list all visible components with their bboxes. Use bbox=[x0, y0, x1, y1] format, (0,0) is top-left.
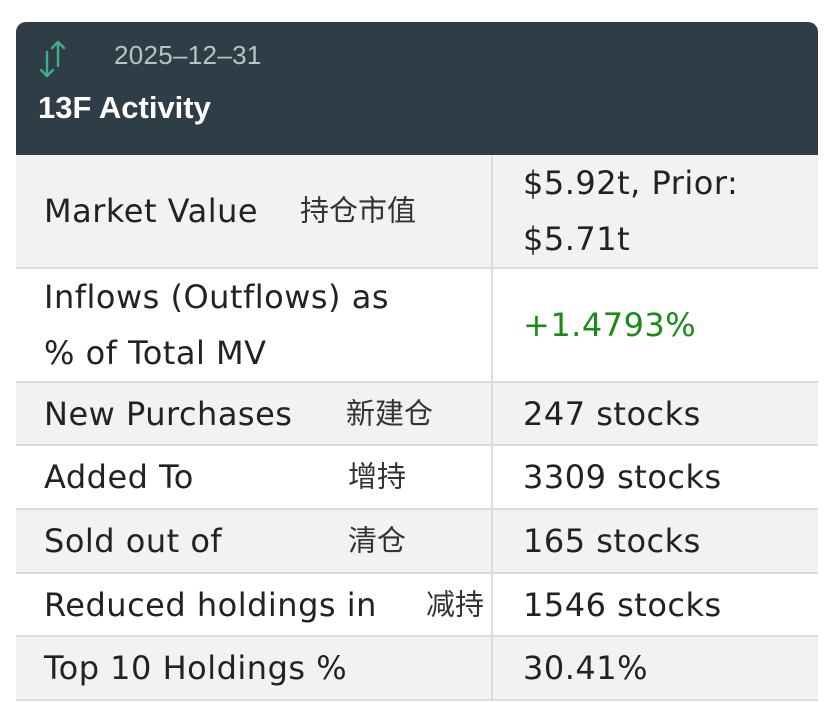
activity-card: 2025–12–31 13F Activity Market Value 持仓市… bbox=[16, 22, 818, 702]
row-label-cell: Reduced holdings in 减持 bbox=[16, 573, 493, 637]
row-label-line1: Inflows (Outflows) as bbox=[44, 278, 389, 316]
row-label: Sold out of bbox=[44, 522, 223, 560]
row-value-cell: 1546 stocks bbox=[492, 573, 818, 637]
row-label-cn: 增持 bbox=[348, 459, 407, 494]
row-value-cell: $5.92t, Prior: $5.71t bbox=[492, 155, 818, 269]
table-row: Reduced holdings in 减持 1546 stocks bbox=[16, 573, 818, 637]
row-label-cn: 新建仓 bbox=[346, 396, 434, 430]
row-label-cell: Sold out of 清仓 bbox=[16, 509, 493, 574]
inflow-percent-value: +1.4793% bbox=[523, 306, 697, 344]
row-value-cell: 3309 stocks bbox=[492, 445, 818, 510]
report-date: 2025–12–31 bbox=[114, 40, 262, 70]
row-label-cn: 持仓市值 bbox=[300, 193, 417, 228]
row-value-line2: $5.71t bbox=[523, 220, 631, 258]
row-value-cell: 30.41% bbox=[492, 636, 818, 701]
row-value-cell: +1.4793% bbox=[492, 268, 818, 383]
up-down-arrows-icon bbox=[39, 40, 66, 78]
row-label-cell: New Purchases 新建仓 bbox=[16, 382, 493, 446]
table-row: Market Value 持仓市值 $5.92t, Prior: $5.71t bbox=[16, 155, 818, 269]
row-label: Top 10 Holdings % bbox=[44, 649, 348, 687]
table-row: Sold out of 清仓 165 stocks bbox=[16, 509, 818, 574]
row-label-line2: % of Total MV bbox=[44, 334, 267, 372]
row-value: 3309 stocks bbox=[523, 458, 722, 496]
row-label-cell: Added To 增持 bbox=[16, 445, 493, 510]
row-label-cell: Top 10 Holdings % bbox=[16, 636, 493, 701]
row-value: 165 stocks bbox=[523, 522, 701, 560]
row-label-cell: Inflows (Outflows) as % of Total MV bbox=[16, 268, 493, 383]
row-label: Reduced holdings in bbox=[44, 585, 377, 624]
row-label-cell: Market Value 持仓市值 bbox=[16, 155, 493, 269]
row-value-cell: 165 stocks bbox=[492, 509, 818, 574]
row-label-cn: 减持 bbox=[426, 587, 485, 621]
row-value-cell: 247 stocks bbox=[492, 382, 818, 446]
row-label-cn: 清仓 bbox=[348, 523, 407, 558]
row-value-line1: $5.92t, Prior: bbox=[523, 164, 739, 202]
row-label: Added To bbox=[44, 458, 194, 496]
table-row: Top 10 Holdings % 30.41% bbox=[16, 636, 818, 701]
table-row: Added To 增持 3309 stocks bbox=[16, 445, 818, 510]
row-value: 30.41% bbox=[523, 649, 649, 687]
row-label: New Purchases bbox=[44, 394, 293, 433]
activity-table: Market Value 持仓市值 $5.92t, Prior: $5.71t … bbox=[16, 155, 818, 701]
row-value: 247 stocks bbox=[523, 394, 701, 433]
table-row: New Purchases 新建仓 247 stocks bbox=[16, 382, 818, 446]
card-title: 13F Activity bbox=[38, 90, 211, 125]
row-label: Market Value bbox=[44, 192, 259, 230]
table-row: Inflows (Outflows) as % of Total MV +1.4… bbox=[16, 268, 818, 383]
row-value: 1546 stocks bbox=[523, 585, 722, 624]
card-header: 2025–12–31 13F Activity bbox=[16, 22, 818, 155]
